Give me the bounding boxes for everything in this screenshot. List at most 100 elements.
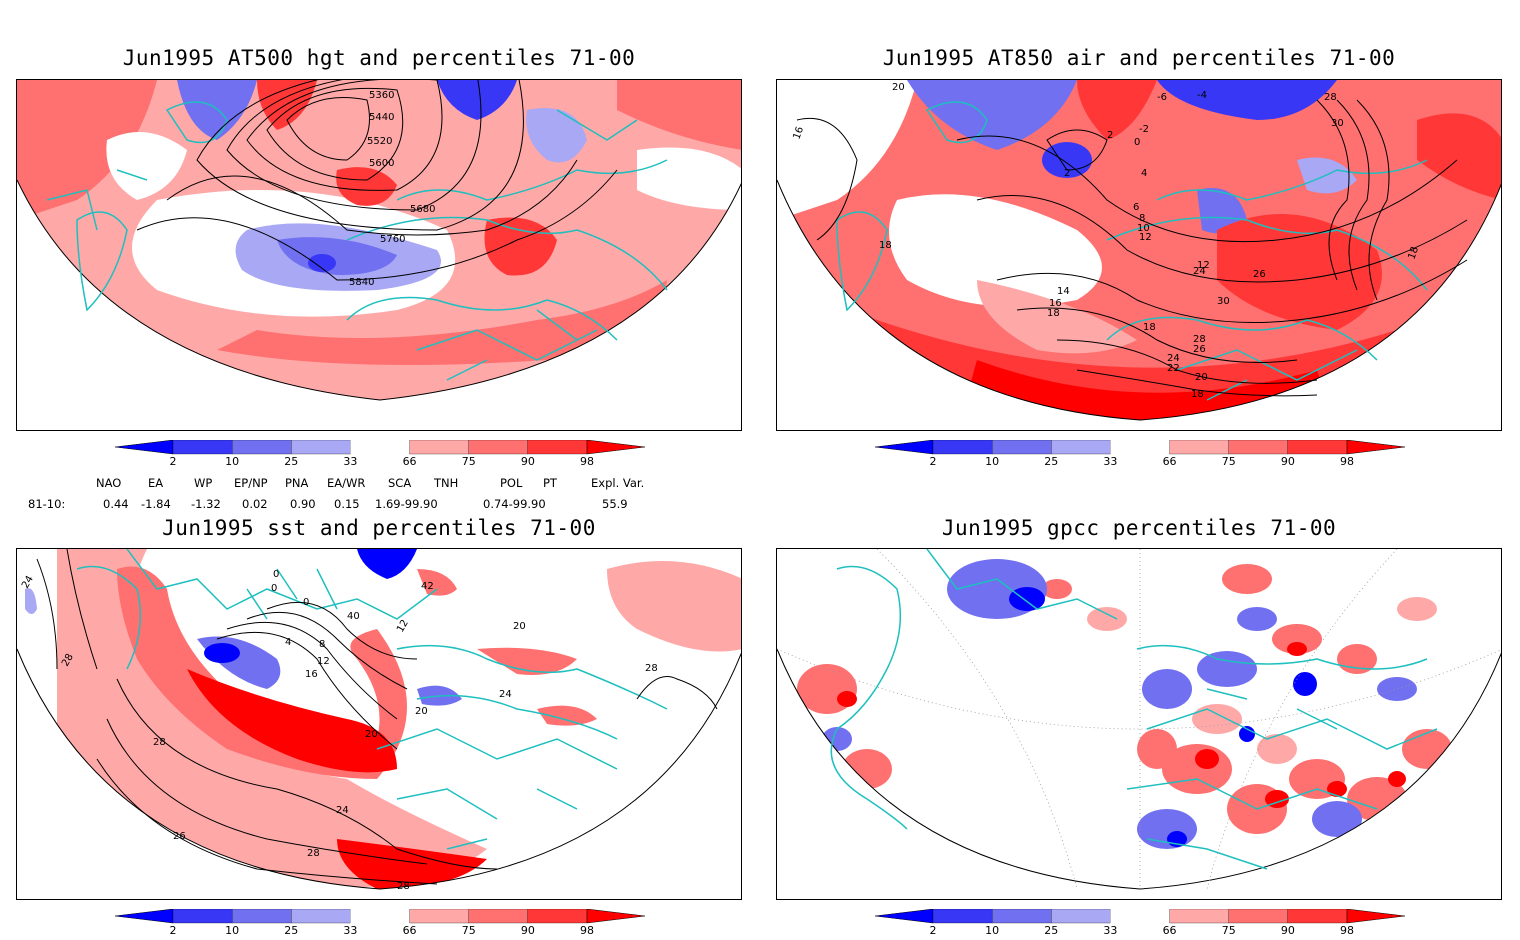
- colorbar-tick-label: 2: [929, 924, 937, 937]
- contour-label: 16: [791, 125, 806, 141]
- contour-label: 18: [1406, 245, 1421, 261]
- colorbar-tick-label: 10: [985, 455, 1000, 468]
- colorbar-tick-label: 90: [520, 455, 535, 468]
- colorbar-swatch: [115, 909, 174, 924]
- index-row-label: 81-10:: [28, 497, 66, 511]
- contour-label: 24: [499, 689, 512, 700]
- contour-label: 16: [305, 669, 318, 680]
- contour-label: 14: [1057, 286, 1070, 297]
- colorbar-tick-label: 66: [402, 924, 417, 937]
- contour-label: 42: [421, 581, 434, 592]
- map-panel-at500: 5360 5440 5520 5600 5680 5760 5840: [16, 79, 742, 431]
- contour-label: 26: [1193, 344, 1206, 355]
- colorbar-swatch: [932, 440, 993, 455]
- colorbar-swatch: [291, 909, 351, 924]
- colorbar-swatch: [1169, 909, 1229, 924]
- index-value: 55.9: [602, 497, 628, 511]
- colorbar-swatch: [875, 440, 934, 455]
- contour-label: 18: [1047, 308, 1060, 319]
- contour-label: 0: [1134, 137, 1140, 148]
- teleconnection-indices: NAO EA WP EP/NP PNA EA/WR SCA TNH POL PT…: [28, 476, 728, 512]
- colorbar-swatch: [932, 909, 993, 924]
- colorbar-swatch: [1051, 909, 1111, 924]
- index-header: SCA: [388, 476, 412, 490]
- panel-title-gpcc: Jun1995 gpcc percentiles 71-00: [941, 516, 1337, 540]
- contour-label: 2: [1107, 130, 1113, 141]
- colorbar-gpcc: 2 10 25 33 66 75 90 98: [875, 909, 1405, 937]
- colorbar-swatch: [231, 909, 292, 924]
- contour-label: 26: [1253, 269, 1266, 280]
- contour-label: 12: [1197, 260, 1210, 271]
- colorbar-tick-label: 33: [343, 924, 358, 937]
- contour-label: 28: [1193, 334, 1206, 345]
- index-header: WP: [194, 476, 213, 490]
- colorbar-swatch: [350, 909, 410, 923]
- index-value: 0.15: [334, 497, 360, 511]
- colorbar-tick-label: 98: [580, 924, 594, 937]
- colorbar-swatch: [1110, 440, 1170, 454]
- panel-title-sst: Jun1995 sst and percentiles 71-00: [162, 516, 596, 540]
- contour-label: 4: [1141, 168, 1147, 179]
- colorbar-swatch: [409, 909, 469, 924]
- colorbar-swatch: [527, 440, 588, 455]
- colorbar-swatches: [875, 909, 1405, 924]
- colorbar-swatch: [231, 440, 292, 455]
- colorbar-tick-label: 2: [169, 924, 177, 937]
- contour-label: 26: [173, 831, 186, 842]
- contour-label: 16: [1049, 298, 1062, 309]
- colorbar-swatch: [1169, 440, 1229, 455]
- contour-label: 2: [1064, 168, 1070, 179]
- colorbar-tick-label: 25: [1044, 455, 1059, 468]
- contour-label: 5840: [349, 277, 374, 288]
- contour-label: -6: [1157, 92, 1167, 103]
- colorbar-swatch: [1228, 440, 1289, 455]
- colorbar-tick-label: 33: [1103, 924, 1118, 937]
- colorbar-at500: 2 10 25 33 66 75 90 98: [115, 440, 645, 468]
- contour-label: 22: [1167, 363, 1180, 374]
- index-value: 0.44: [103, 497, 129, 511]
- colorbar-swatch: [291, 440, 351, 455]
- map-sst: 24 28 0 0 0 42 40 4 8 12 16 20 28 24 26 …: [17, 549, 741, 892]
- panel-title-at500: Jun1995 AT500 hgt and percentiles 71-00: [122, 46, 636, 70]
- colorbar-tick-label: 10: [225, 924, 240, 937]
- index-header: POL: [500, 476, 523, 490]
- colorbar-tick-label: 25: [284, 455, 299, 468]
- contour-label: 0: [271, 583, 277, 594]
- colorbar-tick-label: 75: [1221, 924, 1236, 937]
- contour-label: 0: [303, 597, 309, 608]
- colorbar-swatch: [1346, 440, 1405, 455]
- colorbar-swatch: [1051, 440, 1111, 455]
- colorbar-swatch: [1110, 909, 1170, 923]
- colorbar-swatch: [1346, 909, 1405, 924]
- colorbar-swatch: [172, 440, 233, 455]
- colorbar-tick-label: 98: [1340, 924, 1354, 937]
- contour-label: 18: [1191, 389, 1204, 400]
- index-header: EA: [148, 476, 164, 490]
- colorbar-tick-label: 10: [985, 924, 1000, 937]
- contour-label: 5440: [369, 112, 394, 123]
- colorbar-swatches: [875, 440, 1405, 455]
- contour-label: 40: [347, 611, 360, 622]
- index-header: PT: [543, 476, 557, 490]
- contour-label: 5760: [380, 234, 405, 245]
- colorbar-swatch: [350, 440, 410, 454]
- contour-label: 20: [365, 729, 378, 740]
- map-panel-sst: 24 28 0 0 0 42 40 4 8 12 16 20 28 24 26 …: [16, 548, 742, 900]
- map-at850: 20 16 18 -6 -4 2 -2 0 2 4 6 8 10 12 14 1…: [777, 80, 1501, 421]
- map-at500: 5360 5440 5520 5600 5680 5760 5840: [17, 80, 741, 401]
- contour-label: 8: [319, 639, 325, 650]
- contour-label: 30: [1217, 296, 1230, 307]
- contour-label: 6: [1133, 202, 1139, 213]
- map-panel-at850: 20 16 18 -6 -4 2 -2 0 2 4 6 8 10 12 14 1…: [776, 79, 1502, 431]
- index-value: -1.32: [191, 497, 221, 511]
- contour-label: -2: [1139, 124, 1149, 135]
- index-header: PNA: [285, 476, 309, 490]
- map-gpcc: [777, 549, 1501, 890]
- contour-label: 24: [336, 805, 349, 816]
- colorbar-swatch: [468, 909, 529, 924]
- colorbar-tick-label: 66: [1162, 924, 1177, 937]
- colorbar-tick-label: 98: [1340, 455, 1354, 468]
- colorbar-swatch: [1228, 909, 1289, 924]
- colorbar-tick-label: 90: [1280, 924, 1295, 937]
- contour-label: 24: [1193, 266, 1206, 277]
